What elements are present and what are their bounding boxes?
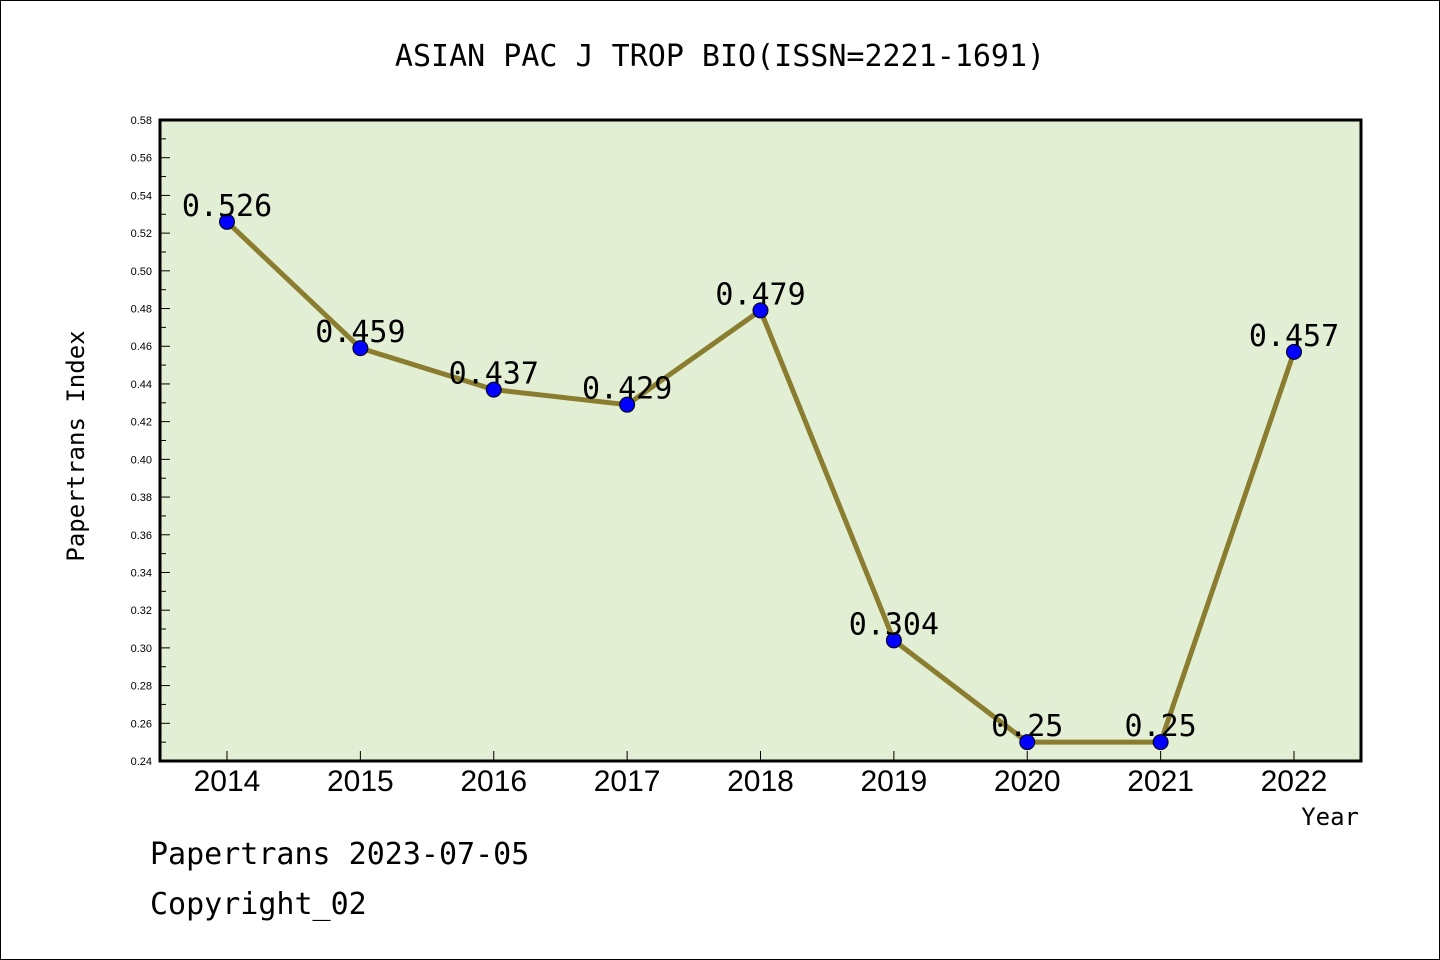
y-tick-label: 0.44 xyxy=(131,379,152,391)
y-tick-label: 0.30 xyxy=(131,643,152,655)
y-tick-label: 0.52 xyxy=(131,228,152,240)
data-label: 0.429 xyxy=(582,372,672,407)
y-tick-label: 0.56 xyxy=(131,153,152,165)
data-label: 0.479 xyxy=(715,277,805,312)
data-point xyxy=(1019,734,1036,751)
y-tick-label: 0.26 xyxy=(131,718,152,730)
plot-area xyxy=(158,118,1363,763)
data-point xyxy=(885,632,902,649)
data-points xyxy=(219,213,1302,751)
chart-title: ASIAN PAC J TROP BIO(ISSN=2221-1691) xyxy=(395,39,1045,74)
data-label: 0.526 xyxy=(182,189,272,224)
x-tick-label: 2015 xyxy=(327,765,394,798)
data-point xyxy=(752,302,769,319)
y-axis: 0.24 0.26 0.28 0.30 0.32 0.34 0.36 0.38 0.40 0.42… xyxy=(131,115,170,768)
footer-date: Papertrans 2023-07-05 xyxy=(150,837,529,872)
x-tick-label: 2018 xyxy=(727,765,794,798)
footer-copyright: Copyright_02 xyxy=(150,887,367,922)
data-point xyxy=(352,340,369,357)
x-axis-label: Year xyxy=(1301,803,1359,831)
data-label: 0.437 xyxy=(449,357,539,392)
y-tick-label: 0.54 xyxy=(131,190,152,202)
data-point xyxy=(219,213,235,230)
y-tick-label: 0.42 xyxy=(131,417,152,429)
y-tick-label: 0.32 xyxy=(131,605,152,617)
data-label: 0.459 xyxy=(315,315,405,350)
data-point xyxy=(619,396,636,413)
data-point xyxy=(1152,734,1169,751)
y-tick-label: 0.48 xyxy=(131,304,152,316)
y-tick-label: 0.24 xyxy=(131,756,152,768)
y-tick-label: 0.36 xyxy=(131,530,152,542)
y-tick-label: 0.58 xyxy=(131,115,152,127)
data-point xyxy=(485,381,502,398)
data-label: 0.25 xyxy=(1125,709,1197,744)
y-tick-label: 0.50 xyxy=(131,266,152,278)
x-tick-label: 2014 xyxy=(194,765,261,798)
x-tick-label: 2019 xyxy=(861,765,928,798)
y-tick-label: 0.40 xyxy=(131,454,152,466)
data-label: 0.457 xyxy=(1249,319,1339,354)
y-axis-label: Papertrans Index xyxy=(62,330,90,561)
x-tick-label: 2017 xyxy=(594,765,661,798)
x-tick-label: 2021 xyxy=(1127,765,1194,798)
data-labels: 0.526 0.459 0.437 0.429 0.479 0.304 0.25 0.25 0.… xyxy=(182,189,1339,744)
x-tick-label: 2020 xyxy=(994,765,1061,798)
x-axis: 2014 2015 2016 2017 2018 2019 2020 2021 2022 xyxy=(194,751,1328,798)
y-tick-label: 0.46 xyxy=(131,341,152,353)
y-tick-label: 0.34 xyxy=(131,567,152,579)
y-tick-label: 0.28 xyxy=(131,681,152,693)
data-point xyxy=(1286,343,1302,360)
y-tick-label: 0.38 xyxy=(131,492,152,504)
data-label: 0.25 xyxy=(991,709,1063,744)
data-label: 0.304 xyxy=(849,607,939,642)
x-tick-label: 2016 xyxy=(460,765,527,798)
x-tick-label: 2022 xyxy=(1261,765,1328,798)
